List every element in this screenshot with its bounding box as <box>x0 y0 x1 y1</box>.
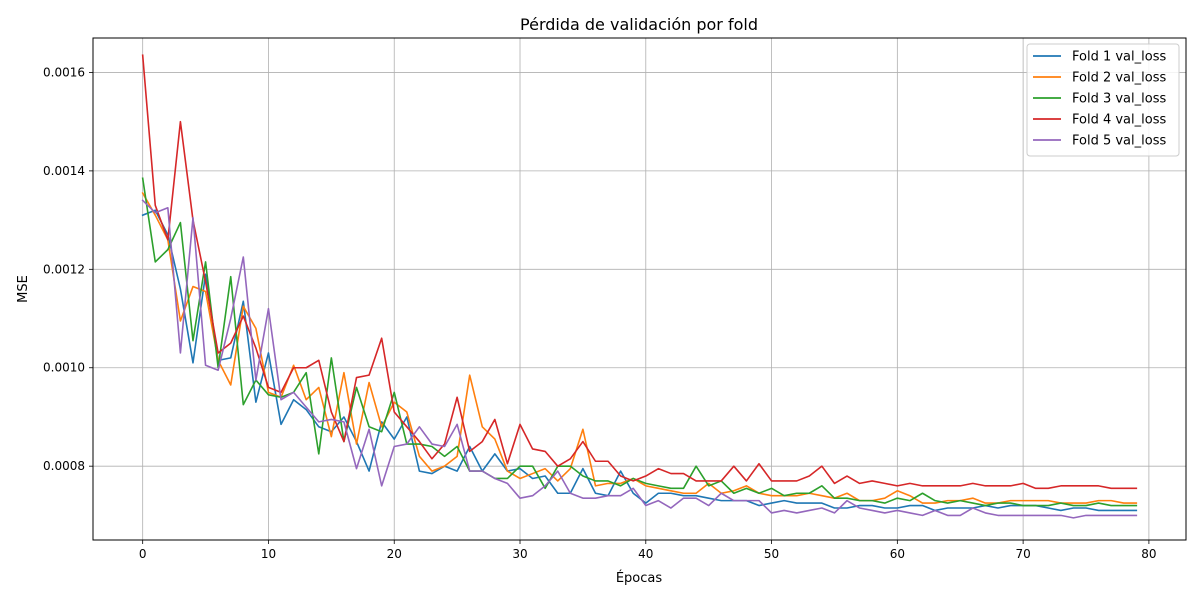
legend-label-fold-3: Fold 3 val_loss <box>1072 92 1166 107</box>
series-line-fold-3 <box>141 177 1138 507</box>
legend-label-fold-2: Fold 2 val_loss <box>1072 71 1166 86</box>
series-line-fold-2 <box>141 191 1138 504</box>
legend-frame <box>1026 43 1180 157</box>
x-tick-label: 40 <box>638 547 653 561</box>
x-tick-label: 10 <box>261 547 276 561</box>
x-tick-label: 80 <box>1141 547 1156 561</box>
series-lines <box>141 54 1138 519</box>
chart-title: Pérdida de validación por fold <box>520 15 758 34</box>
y-tick-label: 0.0014 <box>43 164 85 178</box>
legend-label-fold-4: Fold 4 val_loss <box>1072 113 1166 128</box>
x-tick-label: 30 <box>512 547 527 561</box>
series-line-fold-5 <box>141 199 1138 519</box>
x-tick-label: 50 <box>764 547 779 561</box>
x-tick-label: 0 <box>139 547 147 561</box>
legend-label-fold-5: Fold 5 val_loss <box>1072 134 1166 149</box>
series-line-fold-4 <box>141 54 1138 490</box>
y-tick-label: 0.0010 <box>43 361 85 375</box>
x-axis-ticks: 0 10 20 30 40 50 60 70 80 <box>139 540 1157 561</box>
y-tick-label: 0.0008 <box>43 459 85 473</box>
x-tick-label: 20 <box>387 547 402 561</box>
y-axis-ticks: 0.0008 0.0010 0.0012 0.0014 0.0016 <box>43 65 93 473</box>
y-axis-label: MSE <box>16 275 31 303</box>
plot-area-frame <box>92 37 1187 541</box>
grid-lines <box>93 38 1186 540</box>
x-tick-label: 60 <box>890 547 905 561</box>
x-axis-label: Épocas <box>616 570 663 586</box>
legend-entries: Fold 1 val_loss Fold 2 val_loss Fold 3 val… <box>1033 50 1166 149</box>
legend-label-fold-1: Fold 1 val_loss <box>1072 50 1166 65</box>
x-tick-label: 70 <box>1015 547 1030 561</box>
chart-legend: Fold 1 val_loss Fold 2 val_loss Fold 3 val… <box>1026 43 1180 157</box>
y-tick-label: 0.0012 <box>43 262 85 276</box>
y-tick-label: 0.0016 <box>43 65 85 79</box>
